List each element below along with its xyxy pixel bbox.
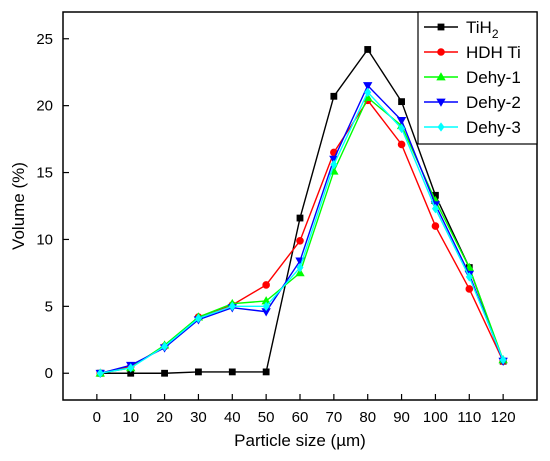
data-point — [364, 46, 372, 53]
data-point — [262, 368, 270, 376]
data-point — [364, 87, 372, 97]
data-point — [396, 116, 407, 126]
x-tick-label: 50 — [258, 409, 275, 426]
x-tick-label: 30 — [190, 409, 207, 426]
y-axis-title: Volume (%) — [9, 162, 28, 250]
y-tick-label: 0 — [45, 365, 53, 382]
data-point — [431, 222, 440, 230]
legend-entry: Dehy-3 — [424, 118, 521, 137]
data-point — [465, 272, 473, 282]
x-tick-label: 40 — [224, 409, 241, 426]
legend-marker — [437, 122, 445, 132]
x-tick-label: 120 — [491, 409, 516, 426]
x-tick-label: 0 — [93, 409, 101, 426]
legend-entry: Dehy-1 — [424, 68, 521, 87]
data-point — [161, 369, 168, 377]
data-point — [96, 368, 104, 378]
data-point — [161, 341, 169, 352]
legend-label: Dehy-3 — [466, 118, 521, 137]
data-point — [127, 363, 135, 373]
data-point — [295, 268, 305, 277]
legend-entry: TiH2 — [424, 18, 499, 41]
x-tick-label: 110 — [457, 409, 481, 426]
y-tick-label: 10 — [36, 231, 53, 248]
legend-marker — [436, 98, 446, 107]
data-point — [296, 214, 304, 222]
data-point — [431, 204, 439, 214]
legend-label-subscript: 2 — [492, 27, 499, 41]
data-point — [194, 313, 202, 324]
series-dehy-3 — [96, 87, 507, 378]
data-point — [330, 92, 338, 100]
data-point — [465, 285, 474, 293]
plot-frame — [62, 11, 538, 401]
data-point — [262, 301, 270, 312]
x-tick-label: 80 — [359, 409, 376, 426]
legend-label: HDH Ti — [466, 43, 521, 62]
legend-label: Dehy-1 — [466, 68, 521, 87]
legend-items: TiH2 HDH Ti Dehy-1 Dehy-2 Dehy-3 — [424, 18, 521, 137]
x-tick-label: 10 — [122, 409, 139, 426]
legend-label: TiH2 — [466, 18, 499, 41]
x-tick-label: 90 — [393, 409, 410, 426]
x-tick-label: 20 — [156, 409, 173, 426]
data-point — [296, 262, 304, 273]
data-point — [228, 301, 236, 312]
x-tick-label: 70 — [326, 409, 343, 426]
y-tick-label: 15 — [36, 165, 53, 182]
data-point — [398, 123, 406, 134]
x-tick-label: 100 — [423, 409, 448, 426]
legend-label-text: Dehy-2 — [466, 93, 521, 112]
data-point — [397, 140, 406, 149]
x-axis-title: Particle size (µm) — [234, 431, 366, 450]
data-point — [228, 368, 236, 376]
legend-marker — [436, 72, 446, 81]
y-tick-label: 25 — [36, 31, 53, 48]
y-tick-label: 20 — [36, 98, 53, 115]
legend-label-text: Dehy-1 — [466, 68, 521, 87]
axis-ticks: 0 10 20 30 40 50 60 70 80 90 100 110 120 0 5 10 15 20 25 — [36, 31, 515, 426]
data-point — [262, 281, 270, 289]
legend-entry: Dehy-2 — [424, 93, 521, 112]
legend-marker — [437, 48, 445, 56]
data-point — [499, 355, 507, 365]
legend-marker — [437, 23, 445, 31]
data-point — [195, 368, 202, 376]
y-tick-label: 5 — [45, 298, 53, 315]
data-point — [296, 236, 304, 245]
data-point — [330, 159, 338, 170]
legend-entry: HDH Ti — [424, 43, 521, 62]
legend-label: Dehy-2 — [466, 93, 521, 112]
data-point — [398, 98, 405, 106]
legend-label-text: Dehy-3 — [466, 118, 521, 137]
legend: TiH2 HDH Ti Dehy-1 Dehy-2 Dehy-3 — [417, 11, 538, 145]
data-point — [363, 82, 373, 91]
x-tick-label: 60 — [292, 409, 309, 426]
legend-label-text: TiH — [466, 18, 492, 37]
legend-label-text: HDH Ti — [466, 43, 521, 62]
series-layer — [95, 46, 508, 379]
